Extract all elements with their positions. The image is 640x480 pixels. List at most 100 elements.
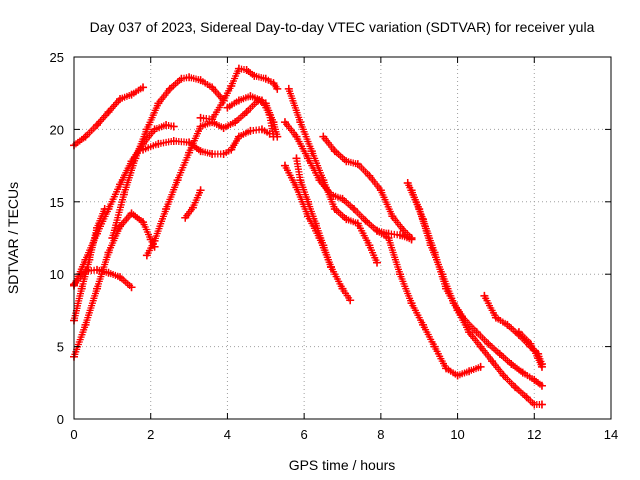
data-point xyxy=(472,328,481,337)
x-tick-label: 0 xyxy=(70,427,77,442)
data-point xyxy=(227,145,236,154)
data-point xyxy=(373,226,382,235)
data-point xyxy=(116,94,125,103)
data-point xyxy=(208,115,217,124)
x-tick-label: 6 xyxy=(301,427,308,442)
series-track-10 xyxy=(196,64,282,124)
series-track-11 xyxy=(223,92,278,141)
data-point xyxy=(384,234,393,242)
data-point xyxy=(261,74,270,83)
data-point xyxy=(116,180,125,189)
data-point xyxy=(353,160,362,169)
data-point xyxy=(530,400,539,409)
data-point xyxy=(223,103,232,112)
x-tick-label: 12 xyxy=(527,427,541,442)
data-point xyxy=(280,161,289,170)
x-axis-title: GPS time / hours xyxy=(289,457,396,473)
data-point xyxy=(81,132,90,141)
data-point xyxy=(376,186,385,195)
data-point xyxy=(280,118,289,127)
data-point xyxy=(407,299,416,308)
data-point xyxy=(296,118,305,127)
data-point xyxy=(246,92,255,101)
data-point xyxy=(265,110,274,119)
plus-markers xyxy=(404,179,546,390)
data-point xyxy=(346,296,355,305)
data-point xyxy=(311,219,320,228)
data-point xyxy=(522,393,531,402)
data-point xyxy=(303,154,312,163)
data-point xyxy=(250,71,259,80)
y-tick-label: 20 xyxy=(50,122,64,137)
series-track-18 xyxy=(403,178,546,390)
data-point xyxy=(511,383,520,392)
data-point xyxy=(342,157,351,166)
data-point xyxy=(399,226,408,235)
data-point xyxy=(430,248,439,257)
data-point xyxy=(480,291,489,300)
data-point xyxy=(292,183,301,192)
data-point xyxy=(537,381,546,390)
data-point xyxy=(303,197,312,206)
data-point xyxy=(242,66,251,75)
data-point xyxy=(315,176,324,185)
data-point xyxy=(330,147,339,156)
x-tick-label: 2 xyxy=(147,427,154,442)
data-point xyxy=(257,125,266,134)
x-tick-labels: 0 2 4 6 8 10 12 14 xyxy=(70,427,618,442)
data-point xyxy=(234,64,243,73)
data-point xyxy=(108,234,117,242)
data-point xyxy=(154,139,163,148)
data-point xyxy=(142,251,151,260)
x-tick-label: 8 xyxy=(377,427,384,442)
data-point xyxy=(208,150,217,159)
data-point xyxy=(476,342,485,351)
data-point xyxy=(139,83,148,92)
data-point xyxy=(503,320,512,329)
data-point xyxy=(154,99,163,108)
data-point xyxy=(131,154,140,163)
data-point xyxy=(234,96,243,105)
data-point xyxy=(319,241,328,250)
data-point xyxy=(173,176,182,185)
plot-frame xyxy=(73,56,612,420)
axis-ticks xyxy=(73,56,612,420)
data-point xyxy=(465,367,474,376)
data-point xyxy=(442,284,451,293)
data-point xyxy=(188,203,197,212)
data-point xyxy=(196,186,205,195)
y-tick-label: 10 xyxy=(50,267,64,282)
data-point xyxy=(495,349,504,358)
data-point xyxy=(127,90,136,99)
data-point xyxy=(526,339,535,348)
data-point xyxy=(196,122,205,131)
data-point xyxy=(292,154,301,163)
data-point xyxy=(365,171,374,180)
data-point xyxy=(93,229,102,238)
data-point xyxy=(242,108,251,117)
data-point xyxy=(292,132,301,141)
data-point xyxy=(514,328,523,337)
data-marks xyxy=(70,64,546,409)
x-tick-label: 10 xyxy=(450,427,464,442)
y-tick-label: 15 xyxy=(50,195,64,210)
data-point xyxy=(116,222,125,231)
data-point xyxy=(127,209,136,218)
series-track-21 xyxy=(514,328,546,371)
series-track-16 xyxy=(319,132,416,242)
data-point xyxy=(453,306,462,315)
data-point xyxy=(119,190,128,199)
data-point xyxy=(208,83,217,92)
data-point xyxy=(353,219,362,228)
data-point xyxy=(338,284,347,293)
data-point xyxy=(403,178,412,187)
data-point xyxy=(257,96,266,105)
data-point xyxy=(284,84,293,93)
data-point xyxy=(169,122,178,131)
x-tick-label: 4 xyxy=(224,427,231,442)
data-point xyxy=(116,273,125,282)
data-point xyxy=(499,371,508,380)
data-point xyxy=(150,236,159,245)
data-point xyxy=(534,354,543,363)
